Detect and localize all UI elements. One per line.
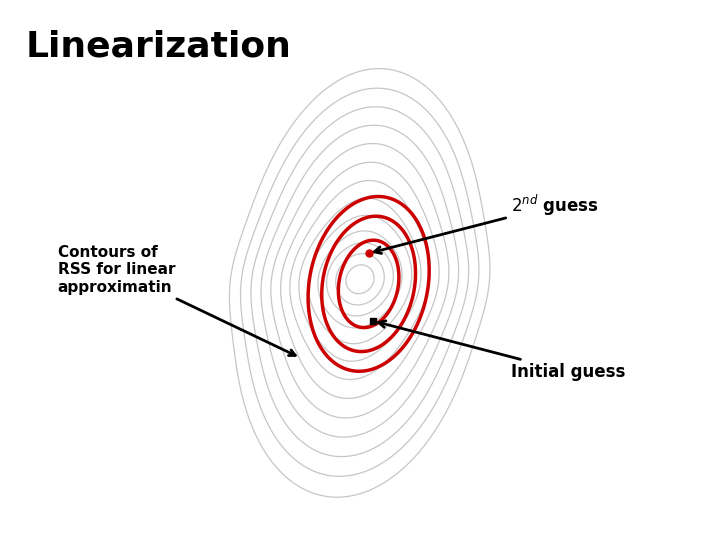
Text: $2^{nd}$ guess: $2^{nd}$ guess: [374, 193, 599, 253]
Text: Linearization: Linearization: [25, 29, 291, 63]
Text: Contours of
RSS for linear
approximatin: Contours of RSS for linear approximatin: [58, 245, 295, 355]
Text: Initial guess: Initial guess: [379, 321, 626, 381]
